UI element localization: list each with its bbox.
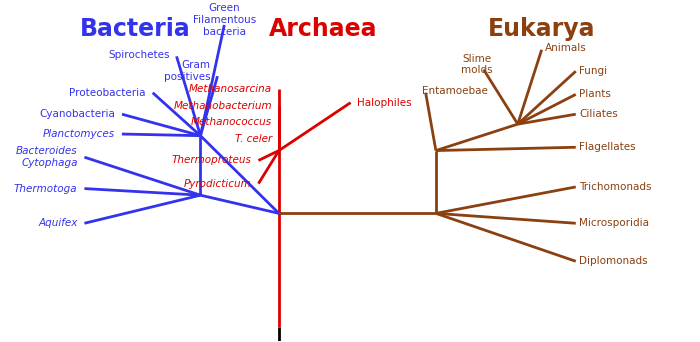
Text: Slime
molds: Slime molds	[461, 54, 493, 76]
Text: Methanosarcina: Methanosarcina	[189, 84, 272, 94]
Text: Diplomonads: Diplomonads	[579, 256, 648, 266]
Text: Fungi: Fungi	[579, 66, 608, 76]
Text: Trichomonads: Trichomonads	[579, 182, 652, 192]
Text: Eukarya: Eukarya	[488, 17, 596, 41]
Text: Planctomyces: Planctomyces	[43, 129, 115, 139]
Text: Cyanobacteria: Cyanobacteria	[39, 109, 115, 119]
Text: Flagellates: Flagellates	[579, 142, 636, 152]
Text: Green
Filamentous
bacteria: Green Filamentous bacteria	[193, 3, 256, 37]
Text: Bacteria: Bacteria	[80, 17, 191, 41]
Text: Bacteroides
Cytophaga: Bacteroides Cytophaga	[16, 146, 78, 168]
Text: Methanobacterium: Methanobacterium	[174, 101, 272, 111]
Text: Plants: Plants	[579, 89, 611, 100]
Text: Thermotoga: Thermotoga	[14, 184, 78, 194]
Text: Halophiles: Halophiles	[358, 97, 412, 108]
Text: Thermoproteus: Thermoproteus	[172, 156, 251, 166]
Text: Archaea: Archaea	[269, 17, 377, 41]
Text: Methanococcus: Methanococcus	[191, 117, 272, 128]
Text: Entamoebae: Entamoebae	[422, 86, 488, 96]
Text: Microsporidia: Microsporidia	[579, 218, 649, 228]
Text: Proteobacteria: Proteobacteria	[69, 88, 146, 98]
Text: Spirochetes: Spirochetes	[108, 50, 169, 60]
Text: Gram
positives: Gram positives	[164, 61, 211, 82]
Text: Pyrodicticum: Pyrodicticum	[184, 179, 251, 188]
Text: T. celer: T. celer	[234, 134, 272, 144]
Text: Animals: Animals	[545, 43, 587, 53]
Text: Aquifex: Aquifex	[38, 218, 78, 228]
Text: Ciliates: Ciliates	[579, 109, 618, 119]
